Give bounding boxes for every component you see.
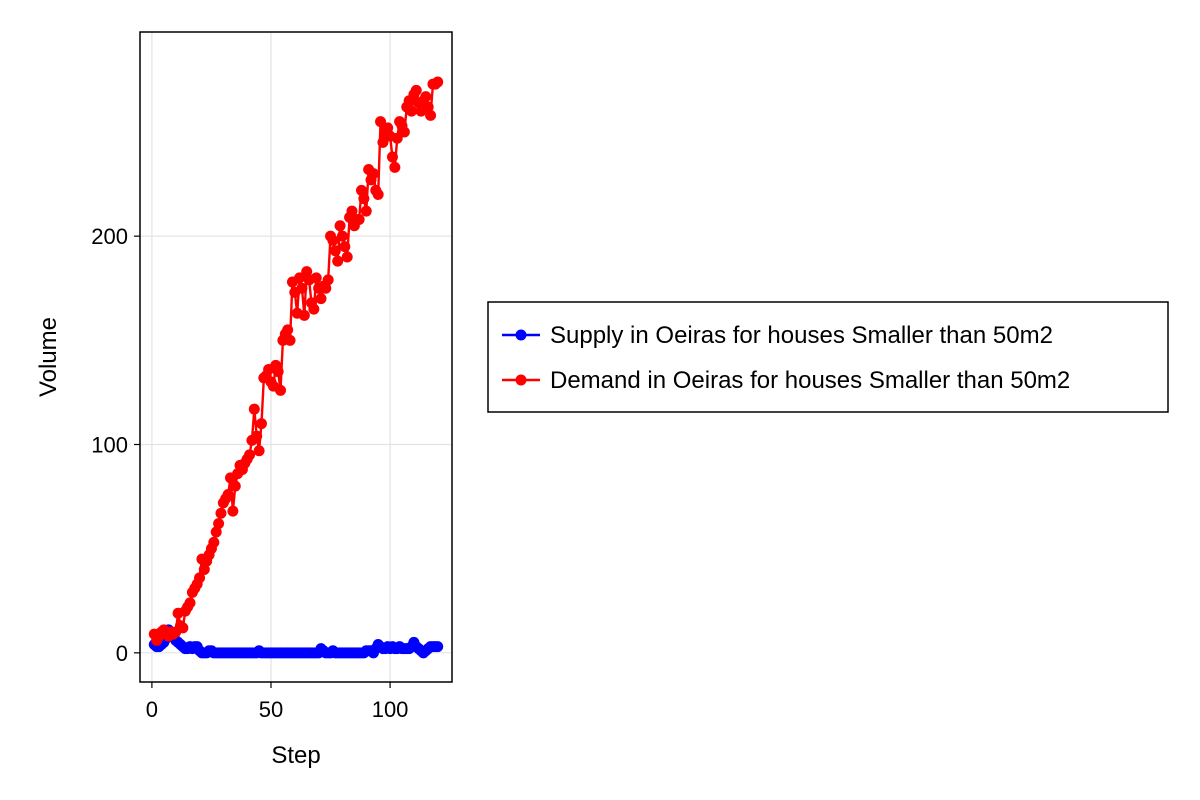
- data-point: [377, 136, 389, 148]
- data-point: [422, 101, 434, 113]
- data-point: [244, 449, 256, 461]
- data-point: [398, 126, 410, 138]
- data-point: [298, 309, 310, 321]
- data-point: [339, 241, 351, 253]
- data-point: [375, 116, 387, 128]
- data-point: [275, 384, 287, 396]
- data-point: [386, 151, 398, 163]
- x-tick-label: 50: [259, 697, 283, 722]
- y-tick-label: 100: [91, 433, 128, 458]
- data-point: [310, 272, 322, 284]
- data-point: [336, 230, 348, 242]
- data-point: [432, 641, 444, 653]
- data-point: [327, 234, 339, 246]
- data-point: [177, 622, 189, 634]
- data-point: [372, 189, 384, 200]
- y-axis-label: Volume: [35, 317, 62, 397]
- data-point: [322, 274, 334, 286]
- legend-marker: [515, 374, 527, 386]
- plot-frame: [139, 31, 453, 683]
- legend-label: Demand in Oeiras for houses Smaller than…: [550, 367, 1070, 394]
- data-point: [208, 536, 220, 548]
- data-point: [329, 245, 341, 257]
- data-point: [284, 334, 296, 346]
- data-point: [420, 91, 432, 103]
- data-point: [346, 205, 358, 217]
- data-point: [294, 272, 306, 284]
- data-point: [367, 168, 379, 180]
- data-point: [353, 214, 365, 225]
- data-point: [184, 597, 196, 609]
- data-point: [382, 122, 394, 134]
- data-point: [406, 105, 418, 117]
- legend-item: Demand in Oeiras for houses Smaller than…: [502, 367, 1070, 394]
- legend-items: Supply in Oeiras for houses Smaller than…: [502, 322, 1070, 394]
- data-point: [391, 132, 403, 144]
- data-point: [251, 430, 263, 442]
- data-point: [315, 293, 327, 305]
- data-point: [296, 282, 308, 294]
- series-1: [148, 624, 444, 659]
- data-point: [210, 526, 222, 538]
- data-point: [282, 324, 294, 336]
- axis-ticks: 0 50 100 0 100 200: [91, 224, 408, 722]
- data-point: [301, 266, 313, 278]
- data-point: [213, 518, 225, 530]
- y-tick-label: 200: [91, 224, 128, 249]
- x-axis-label: Step: [271, 742, 320, 769]
- data-point: [222, 489, 234, 500]
- data-point: [248, 403, 260, 415]
- legend-box: [487, 301, 1169, 413]
- legend: Supply in Oeiras for houses Smaller than…: [487, 301, 1169, 413]
- data-point: [194, 572, 206, 584]
- data-point: [272, 366, 284, 378]
- data-point: [253, 445, 265, 457]
- y-tick-label: 0: [116, 641, 128, 666]
- legend-item: Supply in Oeiras for houses Smaller than…: [502, 322, 1053, 349]
- data-point: [389, 161, 401, 173]
- data-point: [308, 303, 320, 315]
- legend-marker: [515, 329, 527, 341]
- data-point: [358, 193, 370, 205]
- data-point: [255, 418, 267, 430]
- data-point: [432, 76, 444, 88]
- series-layer: [148, 76, 444, 659]
- data-point: [227, 505, 239, 517]
- data-point: [332, 255, 344, 267]
- data-point: [425, 109, 437, 121]
- data-point: [355, 184, 367, 196]
- x-tick-label: 100: [372, 697, 409, 722]
- data-point: [320, 282, 332, 294]
- x-tick-label: 0: [146, 697, 158, 722]
- series-2: [148, 76, 444, 646]
- data-point: [341, 251, 353, 263]
- data-point: [410, 84, 422, 96]
- data-point: [334, 220, 346, 232]
- legend-label: Supply in Oeiras for houses Smaller than…: [550, 322, 1053, 349]
- data-point: [360, 205, 372, 217]
- data-point: [215, 507, 227, 519]
- data-point: [229, 480, 241, 492]
- data-point: [198, 564, 210, 575]
